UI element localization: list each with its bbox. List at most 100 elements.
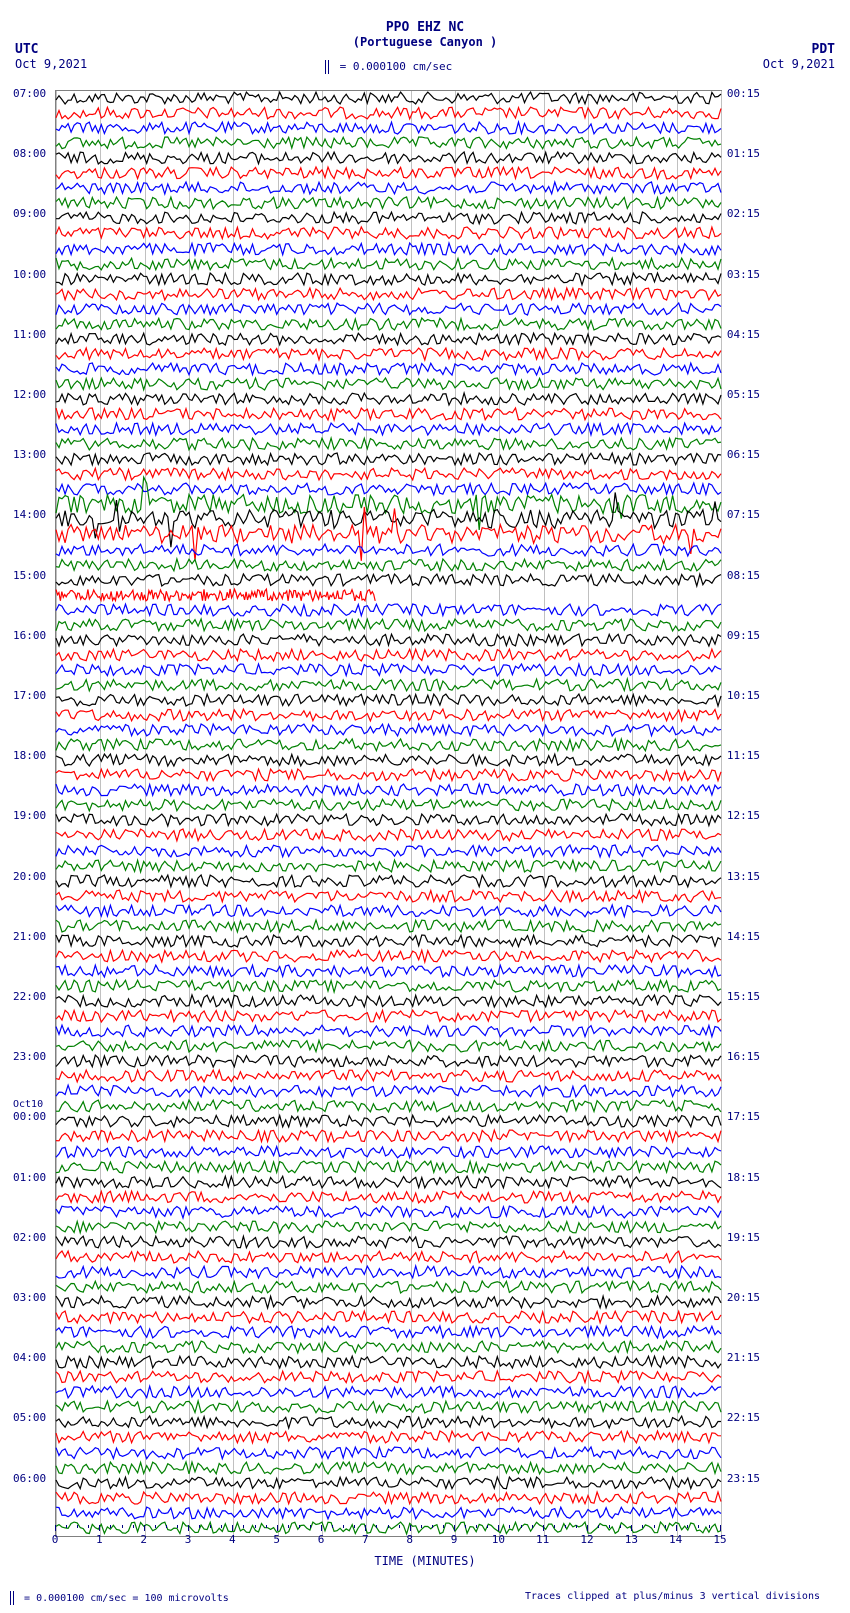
x-minor-tick bbox=[343, 1525, 344, 1528]
trace-row bbox=[56, 798, 721, 812]
utc-hour-label: 15:00 bbox=[13, 569, 46, 582]
x-tick: 14 bbox=[669, 1533, 682, 1546]
trace-waveform bbox=[56, 467, 721, 481]
utc-hour-label: 14:00 bbox=[13, 508, 46, 521]
trace-row bbox=[56, 1129, 721, 1143]
trace-waveform bbox=[56, 242, 721, 256]
trace-row bbox=[56, 904, 721, 918]
trace-row bbox=[56, 1430, 721, 1444]
x-axis: 0123456789101112131415 bbox=[55, 1525, 720, 1555]
x-minor-tick bbox=[565, 1525, 566, 1528]
trace-row bbox=[56, 1461, 721, 1475]
trace-waveform bbox=[56, 1385, 721, 1399]
x-tick: 15 bbox=[713, 1533, 726, 1546]
trace-waveform bbox=[56, 753, 721, 767]
trace-row bbox=[56, 106, 721, 120]
pdt-hour-label: 12:15 bbox=[727, 809, 760, 822]
x-minor-tick bbox=[255, 1525, 256, 1528]
trace-waveform bbox=[56, 573, 721, 587]
trace-waveform bbox=[56, 1415, 721, 1429]
trace-waveform bbox=[56, 1009, 721, 1023]
pdt-hour-label: 06:15 bbox=[727, 448, 760, 461]
trace-row bbox=[56, 603, 721, 617]
x-tick: 4 bbox=[229, 1533, 236, 1546]
x-minor-tick bbox=[155, 1525, 156, 1528]
trace-row bbox=[56, 226, 721, 240]
x-tick: 12 bbox=[580, 1533, 593, 1546]
x-tick: 10 bbox=[492, 1533, 505, 1546]
trace-waveform bbox=[56, 1114, 721, 1128]
trace-row bbox=[56, 1310, 721, 1324]
trace-waveform bbox=[56, 1054, 721, 1068]
x-tick: 11 bbox=[536, 1533, 549, 1546]
trace-row bbox=[56, 1235, 721, 1249]
trace-row bbox=[56, 317, 721, 331]
pdt-hour-label: 07:15 bbox=[727, 508, 760, 521]
tz-right-code: PDT bbox=[763, 42, 835, 57]
trace-row bbox=[56, 1250, 721, 1264]
trace-row bbox=[56, 1175, 721, 1189]
trace-row bbox=[56, 648, 721, 662]
trace-waveform bbox=[56, 407, 721, 421]
trace-row bbox=[56, 1220, 721, 1234]
trace-row bbox=[56, 783, 721, 797]
trace-waveform bbox=[56, 558, 721, 572]
trace-waveform bbox=[56, 949, 721, 963]
scale-bar-icon bbox=[325, 60, 329, 74]
trace-waveform bbox=[56, 618, 721, 632]
x-axis-label: TIME (MINUTES) bbox=[0, 1554, 850, 1568]
trace-row bbox=[56, 723, 721, 737]
x-minor-tick bbox=[55, 1525, 56, 1528]
x-tick: 13 bbox=[625, 1533, 638, 1546]
trace-row bbox=[56, 392, 721, 406]
trace-waveform bbox=[56, 151, 721, 165]
station-location: (Portuguese Canyon ) bbox=[0, 35, 850, 49]
x-minor-tick bbox=[299, 1525, 300, 1528]
trace-row bbox=[56, 302, 721, 316]
scale-indicator: = 0.000100 cm/sec bbox=[325, 60, 452, 74]
trace-row bbox=[56, 949, 721, 963]
utc-hour-label: 04:00 bbox=[13, 1351, 46, 1364]
trace-waveform bbox=[56, 211, 721, 225]
station-code: PPO EHZ NC bbox=[0, 20, 850, 35]
footer-scale-bar-icon bbox=[10, 1591, 14, 1605]
pdt-hour-label: 05:15 bbox=[727, 388, 760, 401]
trace-waveform bbox=[56, 347, 721, 361]
tz-left: UTC Oct 9,2021 bbox=[15, 42, 87, 71]
x-minor-tick bbox=[277, 1525, 278, 1528]
trace-waveform bbox=[56, 979, 721, 993]
trace-waveform bbox=[56, 377, 721, 391]
trace-row bbox=[56, 768, 721, 782]
trace-waveform bbox=[56, 512, 721, 526]
header: PPO EHZ NC (Portuguese Canyon ) bbox=[0, 20, 850, 49]
trace-waveform bbox=[56, 437, 721, 451]
trace-waveform bbox=[56, 482, 721, 496]
utc-hour-label: 02:00 bbox=[13, 1231, 46, 1244]
trace-waveform bbox=[56, 1325, 721, 1339]
tz-left-date: Oct 9,2021 bbox=[15, 57, 87, 71]
x-minor-tick bbox=[620, 1525, 621, 1528]
x-minor-tick bbox=[543, 1525, 544, 1528]
trace-waveform bbox=[56, 1355, 721, 1369]
x-minor-tick bbox=[587, 1525, 588, 1528]
trace-row bbox=[56, 1024, 721, 1038]
trace-waveform bbox=[56, 497, 721, 511]
trace-row bbox=[56, 91, 721, 105]
trace-waveform bbox=[56, 919, 721, 933]
x-minor-tick bbox=[188, 1525, 189, 1528]
trace-waveform bbox=[56, 1461, 721, 1475]
trace-waveform bbox=[56, 91, 721, 105]
trace-row bbox=[56, 377, 721, 391]
trace-waveform bbox=[56, 1265, 721, 1279]
x-tick: 5 bbox=[273, 1533, 280, 1546]
trace-row bbox=[56, 1385, 721, 1399]
x-tick: 7 bbox=[362, 1533, 369, 1546]
trace-waveform bbox=[56, 226, 721, 240]
trace-row bbox=[56, 813, 721, 827]
trace-row bbox=[56, 497, 721, 511]
trace-row bbox=[56, 1415, 721, 1429]
trace-row bbox=[56, 347, 721, 361]
trace-waveform bbox=[56, 1129, 721, 1143]
trace-waveform bbox=[56, 1160, 721, 1174]
trace-row bbox=[56, 272, 721, 286]
